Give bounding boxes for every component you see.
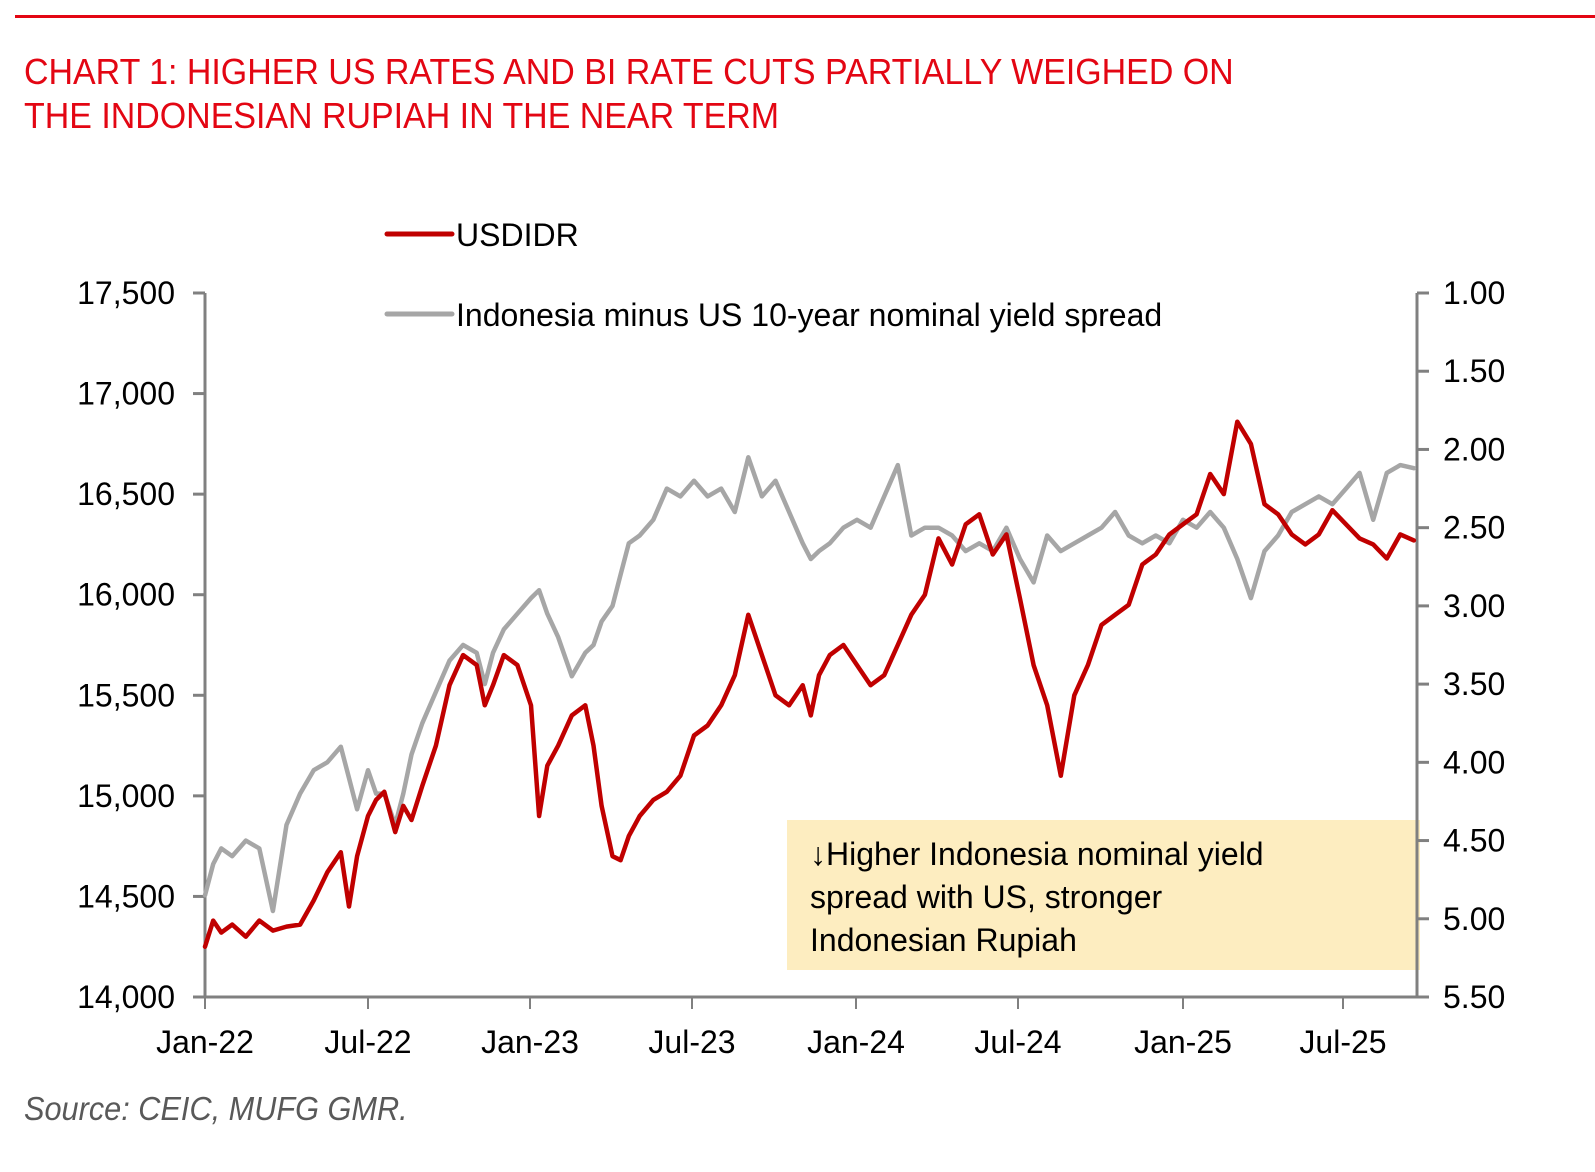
annotation-box (787, 820, 1420, 970)
right-y-tick-label: 3.00 (1443, 588, 1505, 624)
x-tick-label: Jan-22 (156, 1024, 254, 1060)
axes (193, 293, 1419, 999)
right-y-tick-label: 2.00 (1443, 431, 1505, 467)
x-tick-label: Jan-23 (481, 1024, 579, 1060)
chart-title-line2: THE INDONESIAN RUPIAH IN THE NEAR TERM (24, 95, 780, 136)
chart-title-line1: CHART 1: HIGHER US RATES AND BI RATE CUT… (24, 51, 1234, 92)
annotation-text: ↓Higher Indonesia nominal yield spread w… (810, 833, 1410, 962)
left-y-tick-label: 15,000 (77, 778, 175, 814)
right-y-tick-label: 4.00 (1443, 744, 1505, 780)
legend-label-spread: Indonesia minus US 10-year nominal yield… (456, 297, 1162, 333)
tick-marks (193, 291, 1429, 1009)
x-tick-label: Jan-25 (1134, 1024, 1232, 1060)
right-y-tick-label: 2.50 (1443, 510, 1505, 546)
x-tick-label: Jul-22 (324, 1024, 411, 1060)
series-layer (202, 419, 1417, 949)
left-y-tick-label: 17,000 (77, 376, 175, 412)
right-y-tick-label: 5.50 (1443, 979, 1505, 1015)
legend: USDIDR Indonesia minus US 10-year nomina… (384, 217, 1162, 333)
left-y-tick-label: 17,500 (77, 275, 175, 311)
x-tick-label: Jan-24 (807, 1024, 905, 1060)
x-tick-label: Jul-24 (974, 1024, 1061, 1060)
chart-title: CHART 1: HIGHER US RATES AND BI RATE CUT… (24, 50, 1234, 138)
source-note: Source: CEIC, MUFG GMR. (24, 1090, 408, 1127)
left-y-tick-label: 14,000 (77, 979, 175, 1015)
annotation-line2: spread with US, stronger (810, 879, 1163, 915)
left-y-tick-label: 16,000 (77, 577, 175, 613)
legend-label-usdidr: USDIDR (456, 217, 579, 253)
down-arrow-icon: ↓ (810, 836, 826, 872)
annotation-line1: Higher Indonesia nominal yield (826, 836, 1264, 872)
top-rule (15, 15, 1595, 18)
right-y-tick-label: 1.00 (1443, 275, 1505, 311)
left-y-tick-label: 15,500 (77, 677, 175, 713)
x-tick-label: Jul-25 (1299, 1024, 1386, 1060)
series-line-usdidr (202, 419, 1417, 949)
right-y-tick-label: 1.50 (1443, 353, 1505, 389)
left-y-tick-label: 14,500 (77, 878, 175, 914)
right-y-tick-label: 3.50 (1443, 666, 1505, 702)
annotation-line3: Indonesian Rupiah (810, 922, 1077, 958)
left-y-tick-label: 16,500 (77, 476, 175, 512)
right-y-tick-label: 4.50 (1443, 823, 1505, 859)
right-y-tick-label: 5.00 (1443, 901, 1505, 937)
x-tick-label: Jul-23 (648, 1024, 735, 1060)
tick-labels: 17,500 17,000 16,500 16,000 15,500 15,000 14,5… (77, 275, 1505, 1060)
